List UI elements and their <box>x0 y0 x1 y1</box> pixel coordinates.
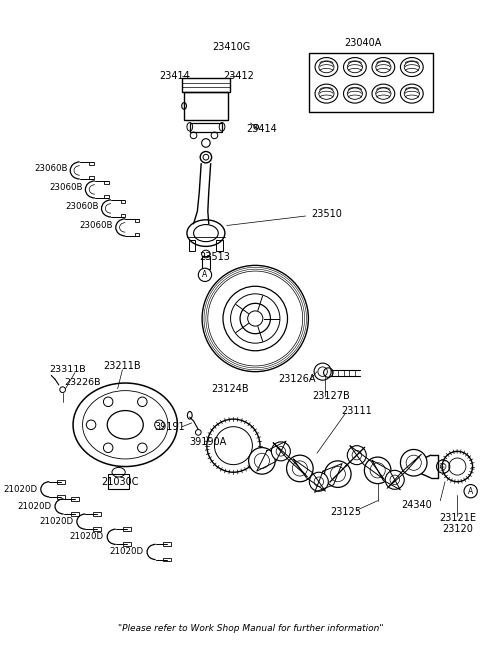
Text: 23125: 23125 <box>330 507 361 517</box>
Bar <box>163 558 171 562</box>
Circle shape <box>464 485 477 498</box>
Text: 23111: 23111 <box>341 405 372 415</box>
Bar <box>104 181 109 184</box>
Polygon shape <box>293 459 325 491</box>
Text: 21030C: 21030C <box>101 477 138 487</box>
Bar <box>93 512 101 516</box>
Text: 21020D: 21020D <box>17 502 51 511</box>
Text: 21020D: 21020D <box>39 517 73 526</box>
Text: 21020D: 21020D <box>109 548 143 556</box>
Bar <box>57 495 64 499</box>
Text: 23311B: 23311B <box>49 365 86 375</box>
Text: A: A <box>203 270 207 279</box>
Polygon shape <box>330 447 365 482</box>
Circle shape <box>324 461 351 487</box>
Circle shape <box>348 445 366 464</box>
Text: 24340: 24340 <box>401 499 432 510</box>
Bar <box>120 200 125 203</box>
Text: 23414: 23414 <box>247 124 277 134</box>
Bar <box>120 214 125 217</box>
Polygon shape <box>350 446 384 480</box>
Text: 23226B: 23226B <box>64 378 101 386</box>
Text: 23121E: 23121E <box>439 513 476 523</box>
Text: 23120: 23120 <box>442 524 473 534</box>
Bar <box>104 195 109 198</box>
Bar <box>93 527 101 531</box>
Polygon shape <box>257 441 286 471</box>
Bar <box>182 79 229 92</box>
Circle shape <box>400 449 427 476</box>
Bar <box>135 219 140 222</box>
Text: 39191: 39191 <box>155 422 185 432</box>
Circle shape <box>385 470 404 489</box>
Polygon shape <box>387 455 421 488</box>
Bar <box>51 387 198 470</box>
Text: 23127B: 23127B <box>312 392 350 401</box>
Bar <box>190 123 222 132</box>
Bar <box>71 512 79 516</box>
Bar <box>89 176 94 179</box>
Circle shape <box>198 268 212 281</box>
Text: 23211B: 23211B <box>104 361 141 371</box>
Bar <box>123 527 131 531</box>
Text: 23060B: 23060B <box>79 221 113 230</box>
Text: 23410G: 23410G <box>213 42 251 52</box>
Text: 23060B: 23060B <box>49 183 83 192</box>
Bar <box>202 256 210 269</box>
Bar <box>108 474 129 489</box>
Text: "Please refer to Work Shop Manual for further information": "Please refer to Work Shop Manual for fu… <box>118 625 383 633</box>
Text: 21020D: 21020D <box>3 485 37 494</box>
Circle shape <box>364 457 391 483</box>
Bar <box>89 162 94 165</box>
Text: 21020D: 21020D <box>69 532 103 541</box>
Bar <box>216 239 223 251</box>
Bar <box>189 239 195 251</box>
Bar <box>184 92 228 120</box>
Polygon shape <box>273 443 308 477</box>
Text: 23412: 23412 <box>224 71 254 81</box>
Text: 23060B: 23060B <box>65 202 99 211</box>
Bar <box>309 53 432 112</box>
Text: 23126A: 23126A <box>278 374 316 384</box>
Bar <box>57 480 64 483</box>
Text: 23414: 23414 <box>159 71 190 81</box>
Circle shape <box>249 447 275 474</box>
Text: A: A <box>468 487 473 496</box>
Text: 23513: 23513 <box>199 252 230 262</box>
Text: 23040A: 23040A <box>344 38 381 49</box>
Polygon shape <box>314 464 342 492</box>
Circle shape <box>271 442 290 461</box>
Text: 23060B: 23060B <box>34 164 67 173</box>
Text: 23124B: 23124B <box>211 384 249 394</box>
Text: 23510: 23510 <box>311 209 342 219</box>
Bar <box>71 497 79 501</box>
Text: 39190A: 39190A <box>189 437 227 447</box>
Circle shape <box>309 472 328 491</box>
Bar <box>123 543 131 546</box>
Circle shape <box>287 455 313 482</box>
Bar <box>135 233 140 236</box>
Bar <box>163 543 171 546</box>
Polygon shape <box>372 461 400 490</box>
